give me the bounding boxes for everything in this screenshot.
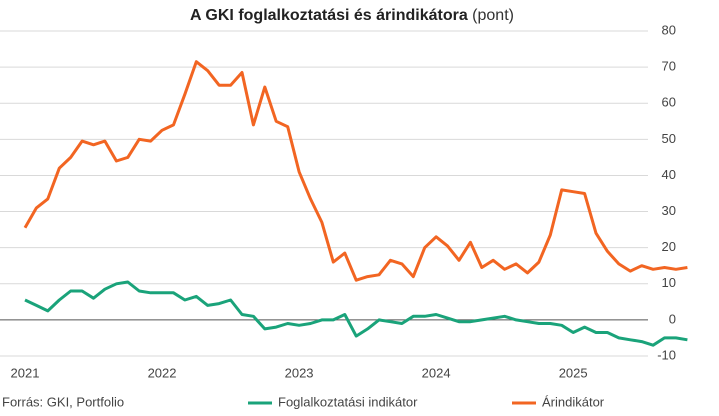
y-tick-label: 50 — [662, 131, 676, 146]
x-tick-label: 2023 — [285, 365, 314, 380]
chart-title: A GKI foglalkoztatási és árindikátora (p… — [190, 7, 514, 24]
y-tick-label: 80 — [662, 22, 676, 37]
x-tick-label: 2021 — [11, 365, 40, 380]
x-tick-label: 2025 — [559, 365, 588, 380]
series-line — [24, 280, 688, 347]
x-tick-label: 2024 — [422, 365, 451, 380]
y-tick-label: 0 — [669, 311, 676, 326]
y-tick-label: -10 — [657, 347, 676, 362]
series-line — [23, 60, 688, 282]
y-tick-label: 30 — [662, 203, 676, 218]
x-tick-label: 2022 — [148, 365, 177, 380]
title-unit: (pont) — [472, 7, 514, 24]
legend-label: Árindikátor — [542, 394, 605, 409]
y-tick-label: 20 — [662, 239, 676, 254]
source: Forrás: GKI, Portfolio — [2, 394, 124, 409]
legend-label: Foglalkoztatási indikátor — [278, 394, 418, 409]
y-tick-label: 10 — [662, 275, 676, 290]
title-main: A GKI foglalkoztatási és árindikátora — [190, 7, 468, 24]
y-tick-label: 60 — [662, 95, 676, 110]
y-tick-label: 40 — [662, 167, 676, 182]
y-tick-label: 70 — [662, 59, 676, 74]
